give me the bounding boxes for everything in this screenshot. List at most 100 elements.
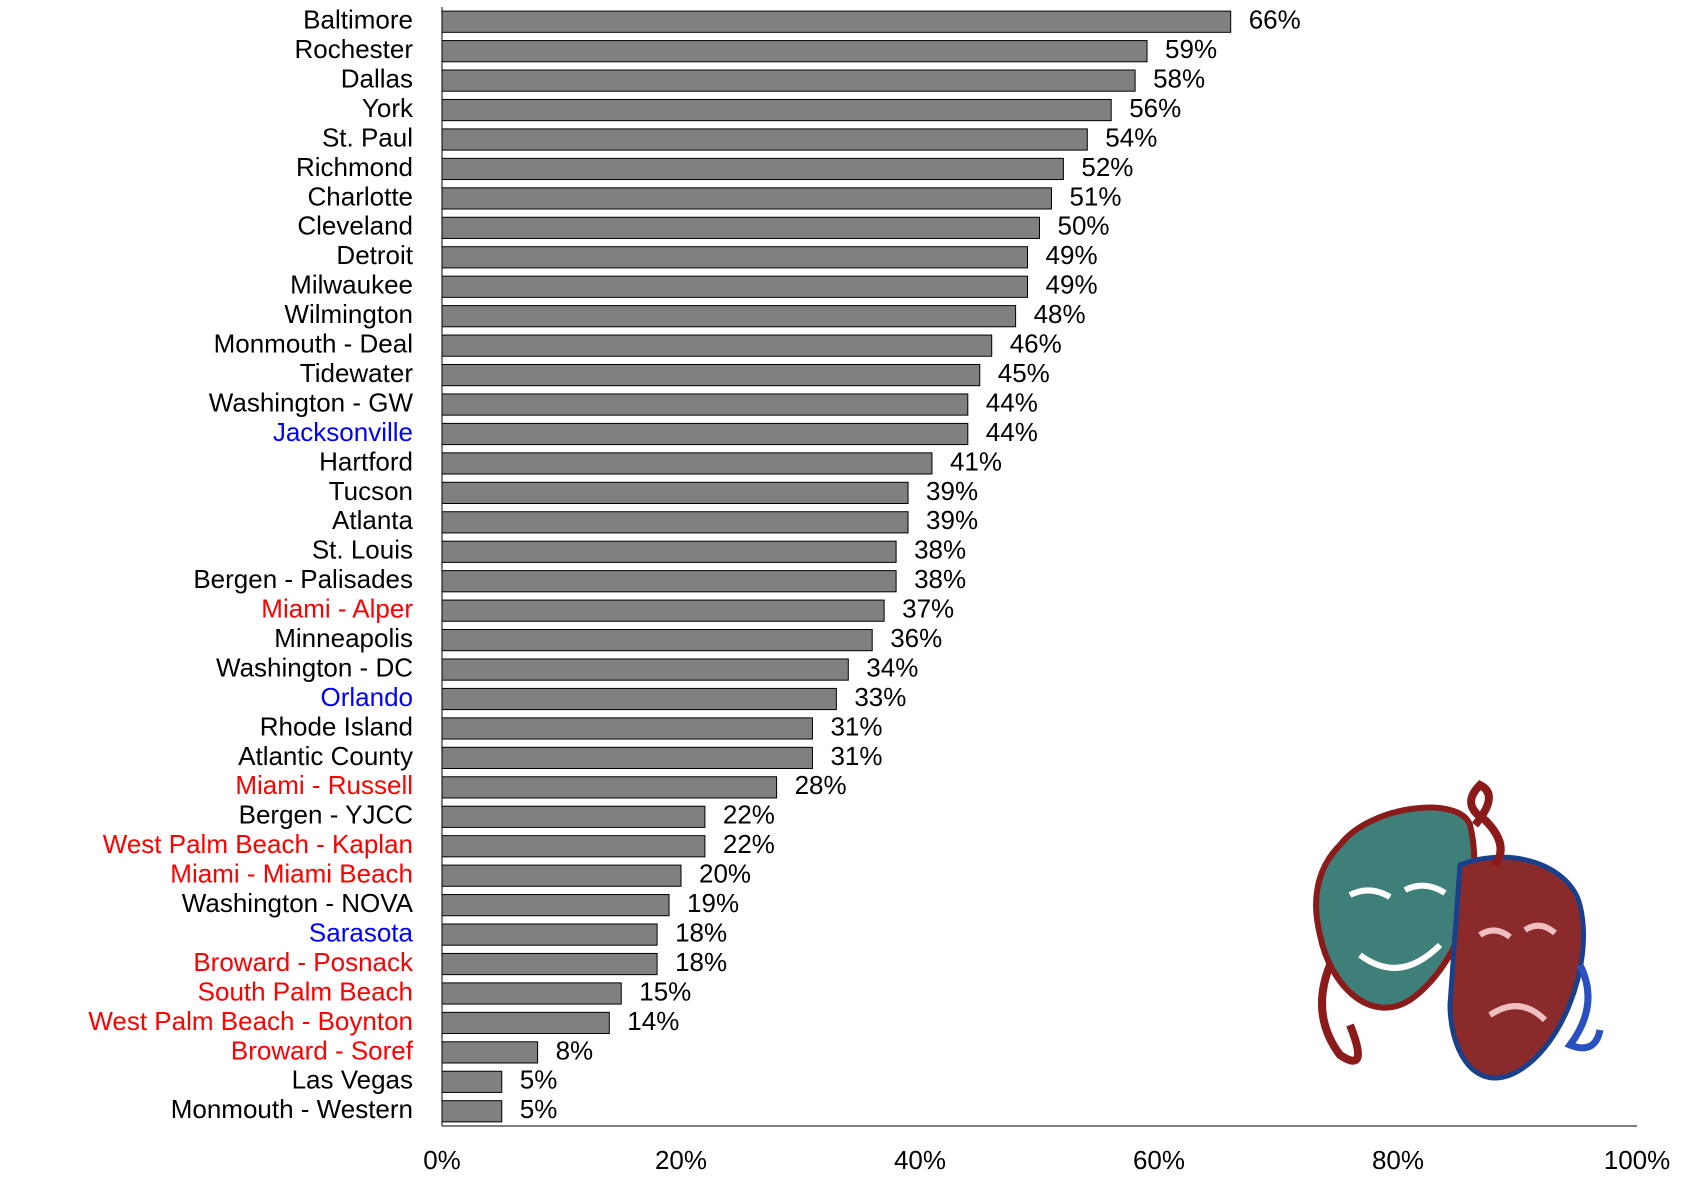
value-label: 45% [998, 358, 1050, 388]
bar [441, 746, 813, 770]
bar [441, 835, 706, 858]
y-tick-label: Tucson [329, 476, 413, 506]
bar [441, 481, 909, 504]
y-tick-label: Monmouth - Deal [214, 329, 413, 359]
y-tick-label: Atlantic County [238, 741, 413, 771]
bar [441, 363, 981, 387]
bar [441, 157, 1064, 181]
x-tick-label: 40% [894, 1145, 946, 1175]
theater-masks-illustration [1313, 780, 1604, 1081]
value-label: 44% [986, 387, 1038, 417]
y-tick-label: Miami - Russell [235, 770, 413, 800]
value-label: 38% [914, 564, 966, 594]
value-label: 46% [1010, 329, 1062, 359]
tragedy-mask [1447, 854, 1586, 1081]
value-label: 66% [1249, 5, 1301, 35]
value-label: 33% [854, 682, 906, 712]
y-tick-label: Cleveland [297, 211, 413, 241]
y-tick-label: West Palm Beach - Boynton [88, 1006, 413, 1036]
value-label: 50% [1058, 211, 1110, 241]
bar [441, 717, 813, 740]
y-tick-label: South Palm Beach [198, 976, 413, 1006]
bar [441, 98, 1112, 122]
value-label: 52% [1081, 152, 1133, 182]
y-tick-label: Baltimore [303, 5, 413, 35]
bar [441, 658, 849, 681]
bar [441, 511, 909, 534]
bar [441, 923, 658, 946]
value-label: 39% [926, 476, 978, 506]
y-tick-label: St. Louis [312, 535, 413, 565]
value-label: 22% [723, 829, 775, 859]
y-tick-label: Orlando [321, 682, 414, 712]
y-tick-label: Las Vegas [292, 1065, 413, 1095]
y-tick-label: Wilmington [284, 299, 413, 329]
bar [441, 10, 1232, 33]
y-tick-label: Miami - Alper [261, 594, 413, 624]
bar [441, 1070, 503, 1093]
y-tick-label: Miami - Miami Beach [170, 859, 413, 889]
value-label: 8% [556, 1035, 594, 1065]
y-tick-label: Bergen - YJCC [239, 800, 413, 830]
value-label: 19% [687, 888, 739, 918]
bar [441, 187, 1052, 210]
bar [441, 629, 873, 652]
bar [441, 776, 778, 799]
value-label: 14% [627, 1006, 679, 1036]
bar [441, 305, 1017, 328]
value-label: 15% [639, 976, 691, 1006]
value-label: 37% [902, 594, 954, 624]
y-tick-label: Detroit [336, 240, 413, 270]
bar [441, 1011, 610, 1035]
x-tick-label: 0% [423, 1145, 461, 1175]
y-tick-label: Rochester [295, 34, 414, 64]
bar [441, 982, 622, 1005]
y-tick-label: Bergen - Palisades [193, 564, 413, 594]
bar [441, 687, 837, 711]
bar [441, 452, 933, 475]
y-tick-label: Tidewater [300, 358, 414, 388]
value-label: 18% [675, 917, 727, 947]
value-label: 5% [520, 1094, 558, 1124]
bar [441, 805, 706, 828]
value-label: 48% [1034, 299, 1086, 329]
bar [441, 864, 682, 887]
value-label: 51% [1069, 181, 1121, 211]
bar [441, 599, 885, 622]
bar [441, 275, 1029, 298]
y-tick-label: Milwaukee [290, 270, 413, 300]
value-label: 39% [926, 505, 978, 535]
bar [441, 128, 1088, 151]
x-tick-label: 80% [1372, 1145, 1424, 1175]
value-label: 54% [1105, 122, 1157, 152]
bar [441, 69, 1136, 92]
y-tick-label: Minneapolis [274, 623, 413, 653]
value-label: 5% [520, 1065, 558, 1095]
value-label: 31% [830, 711, 882, 741]
ribbon [1564, 963, 1604, 1052]
y-tick-label: Sarasota [309, 917, 414, 947]
value-label: 28% [795, 770, 847, 800]
value-label: 44% [986, 417, 1038, 447]
bar [441, 40, 1148, 63]
value-label: 41% [950, 446, 1002, 476]
value-label: 31% [830, 741, 882, 771]
y-tick-label: St. Paul [322, 122, 413, 152]
bar [441, 540, 897, 563]
value-label: 58% [1153, 63, 1205, 93]
bar [441, 393, 969, 416]
value-label: 18% [675, 947, 727, 977]
y-tick-label: Rhode Island [260, 711, 413, 741]
y-tick-label: Washington - GW [209, 387, 414, 417]
y-tick-label: Broward - Posnack [193, 947, 414, 977]
bar [441, 334, 993, 357]
bar [441, 952, 658, 976]
y-tick-label: West Palm Beach - Kaplan [103, 829, 413, 859]
value-label: 59% [1165, 34, 1217, 64]
y-tick-label: Washington - DC [216, 652, 413, 682]
y-tick-label: Dallas [341, 63, 413, 93]
bar [441, 246, 1029, 269]
bar [441, 1041, 539, 1064]
